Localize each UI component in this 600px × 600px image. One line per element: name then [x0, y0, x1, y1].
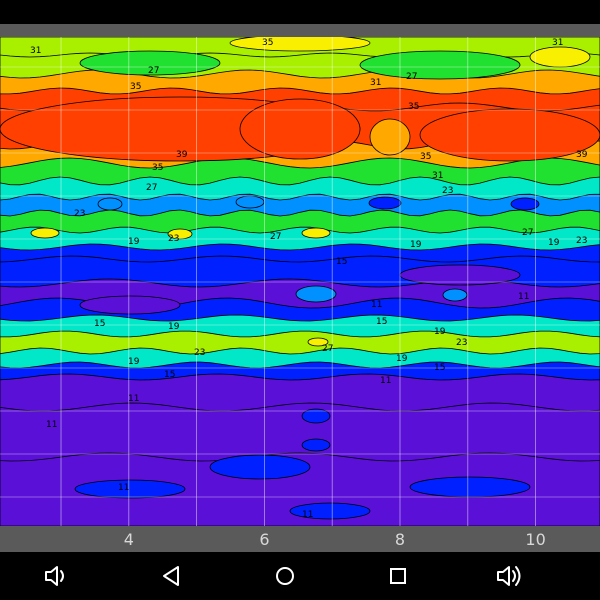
contour-blob-cyan-blob-1 [295, 285, 337, 303]
contour-label: 11 [118, 483, 129, 493]
contour-label: 19 [434, 327, 446, 337]
x-tick-label-8: 8 [395, 530, 405, 549]
contour-blob-purple-patch-2 [79, 295, 181, 315]
top-strip [0, 24, 600, 37]
volume-down-button[interactable] [40, 560, 72, 592]
x-axis-strip: 4 6 8 10 [0, 526, 600, 552]
contour-blob-yellow-spot-4 [307, 337, 329, 347]
contour-label: 35 [130, 82, 141, 92]
contour-label: 27 [148, 66, 159, 76]
back-button[interactable] [155, 560, 187, 592]
status-bar [0, 0, 600, 24]
volume-down-icon [45, 566, 64, 586]
contour-label: 27 [406, 72, 417, 82]
contour-label: 11 [518, 292, 529, 302]
contour-blob-cyan-spot-1 [97, 197, 123, 211]
contour-label: 23 [576, 236, 587, 246]
contour-label: 31 [30, 46, 41, 56]
contour-blob-red-right [419, 108, 600, 162]
contour-label: 15 [164, 370, 175, 380]
contour-label: 15 [336, 257, 347, 267]
recents-button[interactable] [382, 560, 414, 592]
contour-label: 15 [376, 317, 387, 327]
contour-blob-blue-patch-1 [301, 408, 331, 424]
contour-label: 11 [302, 510, 313, 520]
x-axis: 4 6 8 10 [124, 530, 546, 549]
contour-blob-green-top-right [359, 50, 521, 80]
contour-label: 23 [194, 348, 205, 358]
back-triangle-icon [163, 566, 179, 586]
volume-up-button[interactable] [494, 560, 526, 592]
contour-label: 27 [270, 232, 281, 242]
x-tick-label-6: 6 [259, 530, 269, 549]
contour-blob-yellow-spot-1 [301, 227, 331, 239]
contour-label: 19 [168, 322, 180, 332]
home-button[interactable] [269, 560, 301, 592]
contour-blob-cyan-spot-2 [235, 195, 265, 209]
contour-blob-blue-patch-5 [409, 476, 531, 498]
contour-blob-green-top-left [79, 50, 221, 76]
contour-label: 23 [168, 234, 179, 244]
contour-label: 39 [576, 150, 588, 160]
contour-blob-blue-patch-6 [289, 502, 371, 520]
contour-label: 31 [370, 78, 381, 88]
contour-blob-blue-patch-2 [301, 438, 331, 452]
contour-label: 27 [146, 183, 157, 193]
contour-blob-yellow-spot-3 [30, 227, 60, 239]
contour-blob-red-mid [239, 98, 361, 160]
volume-up-icon [497, 566, 521, 586]
contour-label: 35 [262, 38, 273, 48]
contour-label: 31 [552, 38, 563, 48]
x-tick-label-4: 4 [124, 530, 134, 549]
navigation-bar [0, 552, 600, 600]
contour-label: 19 [410, 240, 422, 250]
contour-blob-cyan-blob-2 [442, 288, 468, 302]
contour-label: 23 [74, 209, 85, 219]
contour-label: 19 [128, 237, 140, 247]
contour-label: 15 [94, 319, 105, 329]
contour-label: 11 [46, 420, 57, 430]
contour-label: 11 [371, 300, 382, 310]
home-circle-icon [276, 567, 294, 585]
contour-label: 23 [456, 338, 467, 348]
contour-plot-area[interactable]: 31 35 27 31 27 31 35 35 39 35 39 35 27 31 23 23 19 19 23 27… [0, 37, 600, 526]
contour-label: 19 [128, 357, 140, 367]
contour-blob-yellow-top-right [529, 46, 591, 68]
contour-label: 35 [152, 163, 163, 173]
contour-label: 23 [442, 186, 453, 196]
contour-label: 27 [522, 228, 533, 238]
contour-blob-yellow-top-mid [229, 37, 371, 52]
contour-label: 19 [548, 238, 560, 248]
contour-blob-blue-spot-1 [368, 196, 402, 210]
contour-blob-yellow-spot-2 [167, 228, 193, 240]
contour-label: 11 [128, 394, 139, 404]
contour-label: 19 [396, 354, 408, 364]
contour-label: 35 [408, 102, 419, 112]
contour-blob-blue-patch-3 [209, 454, 311, 480]
x-tick-label-10: 10 [525, 530, 545, 549]
contour-label: 27 [322, 344, 333, 354]
contour-label: 15 [434, 363, 445, 373]
contour-label: 31 [432, 171, 443, 181]
contour-label: 11 [380, 376, 391, 386]
recents-square-icon [390, 568, 406, 584]
contour-blob-blue-patch-4 [74, 479, 186, 499]
contour-blob-blue-spot-2 [510, 197, 540, 211]
contour-label: 39 [176, 150, 188, 160]
contour-blob-orange-gap [369, 118, 411, 156]
contour-label: 35 [420, 152, 431, 162]
